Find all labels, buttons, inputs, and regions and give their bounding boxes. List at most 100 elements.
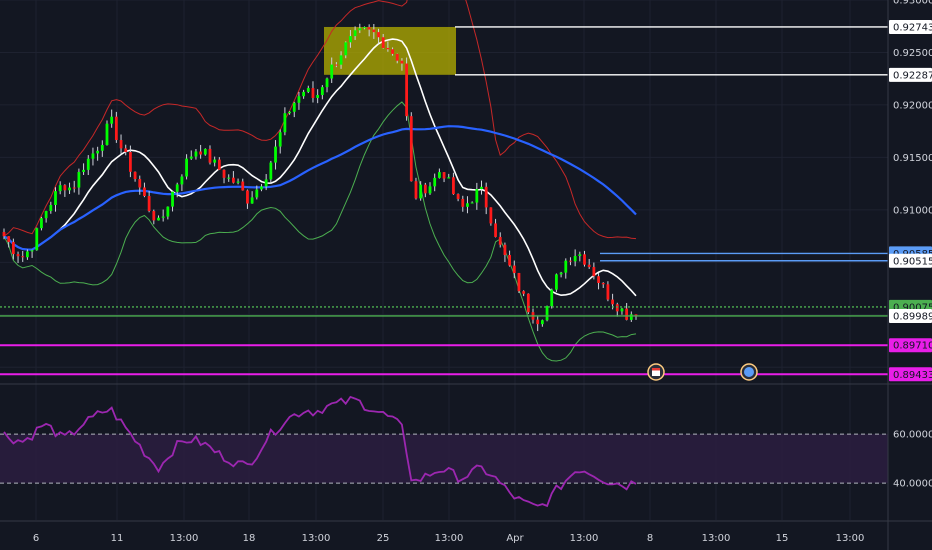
price-level-tag-text: 0.90075	[893, 302, 932, 313]
candle-body	[30, 250, 34, 252]
candle-body	[484, 186, 488, 208]
candle-body	[175, 184, 179, 192]
candle-body	[391, 49, 394, 54]
candle-body	[349, 36, 352, 43]
time-tick-label: 8	[647, 533, 653, 544]
candle-body	[11, 241, 15, 255]
candle-body	[395, 53, 399, 61]
candle-body	[606, 284, 610, 300]
candle-body	[96, 150, 100, 154]
candle-body	[522, 291, 526, 294]
supply-zone	[324, 26, 456, 75]
candle-body	[494, 223, 497, 237]
candle-body	[330, 64, 334, 79]
candle-body	[536, 319, 540, 325]
time-tick-label: 13:00	[435, 533, 464, 544]
candle-body	[377, 32, 380, 38]
candle-body	[7, 236, 11, 242]
candle-body	[414, 181, 418, 199]
candle-body	[423, 184, 427, 194]
calendar-event-marker[interactable]	[647, 363, 665, 381]
candle-body	[620, 308, 624, 312]
candle-body	[400, 60, 404, 64]
rsi-tick-label: 60.0000	[893, 430, 932, 441]
candle-body	[100, 144, 104, 151]
candle-body	[555, 274, 558, 290]
candle-body	[508, 254, 511, 266]
candle-body	[236, 181, 240, 183]
candle-body	[157, 217, 160, 221]
candle-body	[419, 184, 423, 199]
candle-body	[573, 255, 577, 262]
candle-body	[203, 148, 207, 155]
price-level-tag-text: 0.89710	[893, 341, 932, 352]
candle-body	[569, 260, 572, 262]
candle-body	[63, 185, 67, 191]
candle-body	[152, 211, 156, 221]
candle-body	[283, 113, 287, 133]
candle-body	[559, 272, 563, 275]
candle-body	[409, 116, 413, 182]
candle-body	[91, 153, 95, 159]
candle-body	[2, 232, 6, 237]
price-level-tag-text: 0.89433	[893, 370, 932, 381]
globe-event-marker[interactable]	[740, 363, 758, 381]
calendar-icon-page	[652, 368, 660, 376]
price-level-tag-text: 0.90515	[893, 256, 932, 267]
calendar-icon-header	[652, 368, 660, 371]
horizontal-levels[interactable]: 0.927430.922870.905850.905150.900750.899…	[0, 19, 932, 382]
candle-body	[526, 293, 530, 313]
candle-body	[587, 264, 591, 268]
candle-body	[180, 176, 184, 185]
price-tick-label: 0.92500	[893, 48, 932, 59]
candle-body	[339, 55, 343, 65]
candle-body	[72, 187, 76, 189]
candle-body	[133, 171, 137, 180]
candle-body	[288, 111, 291, 114]
candle-body	[367, 27, 371, 30]
price-level-tag	[889, 338, 932, 353]
event-markers[interactable]	[647, 363, 758, 381]
candle-body	[311, 88, 315, 98]
candle-body	[381, 37, 385, 48]
candle-body	[246, 190, 249, 204]
moving-averages	[3, 38, 637, 297]
time-tick-label: Apr	[506, 533, 524, 544]
candle-body	[597, 276, 600, 283]
price-tick-label: 0.91500	[893, 153, 932, 164]
price-level-tag	[889, 308, 932, 323]
candle-body	[611, 299, 614, 305]
candle-body	[578, 254, 582, 256]
candle-body	[475, 189, 479, 203]
time-tick-label: 25	[377, 533, 390, 544]
rsi-pane	[0, 395, 888, 508]
candle-body	[447, 177, 451, 179]
candle-body	[189, 156, 193, 159]
candle-body	[316, 95, 320, 98]
candle-body	[540, 320, 544, 325]
candle-body	[213, 159, 217, 163]
time-tick-label: 18	[243, 533, 256, 544]
candle-body	[58, 185, 62, 192]
candle-body	[26, 251, 29, 258]
supply-zone-box	[324, 26, 456, 75]
time-tick-label: 13:00	[570, 533, 599, 544]
candle-body	[264, 179, 268, 187]
candle-body	[297, 96, 301, 103]
time-tick-label: 13:00	[836, 533, 865, 544]
candle-body	[16, 254, 20, 257]
candle-body	[49, 204, 53, 211]
candle-body	[274, 146, 277, 163]
candle-body	[320, 87, 324, 96]
candle-body	[386, 47, 390, 50]
candle-body	[452, 177, 455, 195]
candle-body	[227, 177, 231, 179]
ma-slow-line	[3, 125, 637, 251]
candle-body	[629, 314, 633, 320]
price-level-tag-text: 0.92743	[893, 22, 932, 33]
candle-body	[583, 254, 586, 265]
candle-body	[433, 177, 437, 187]
candle-body	[199, 151, 203, 155]
